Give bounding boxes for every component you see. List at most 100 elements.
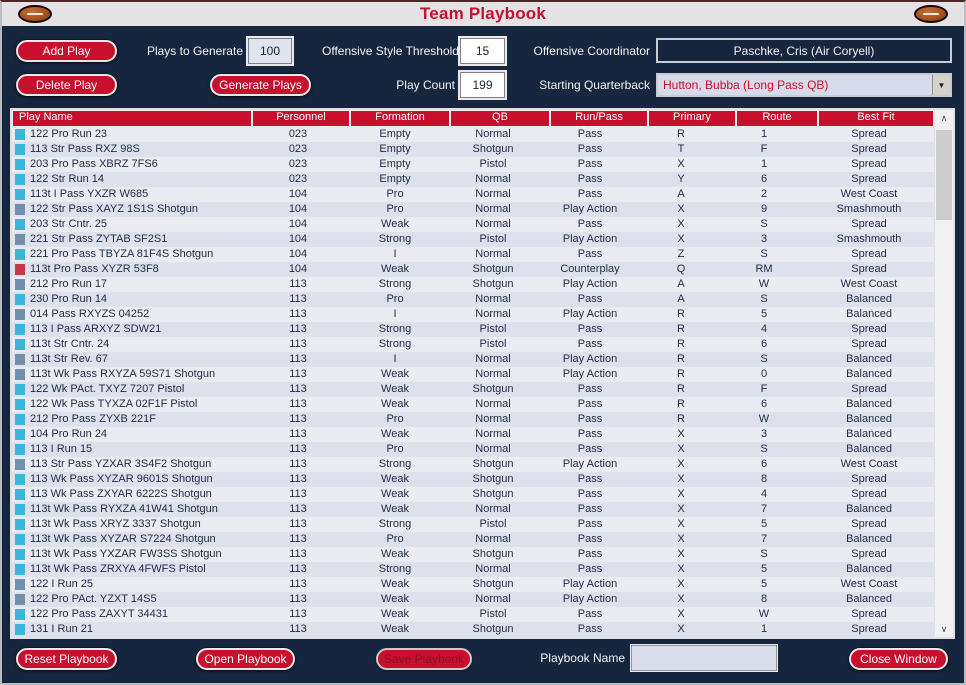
cell-qb: Shotgun xyxy=(472,383,514,395)
table-row[interactable]: 122 Pro Run 23 023 Empty Normal Pass R 1 Spread xyxy=(12,127,934,142)
table-row[interactable]: 122 Pro Pass ZAXYT 34431 113 Weak Pistol Pas… xyxy=(12,607,934,622)
table-row[interactable]: 113t Wk Pass ZRXYA 4FWFS Pistol 113 Strong… xyxy=(12,562,934,577)
column-header-run-pass[interactable]: Run/Pass xyxy=(551,111,647,126)
scrollbar-thumb[interactable] xyxy=(936,130,952,220)
table-row[interactable]: 221 Str Pass ZYTAB SF2S1 104 Strong Pistol P… xyxy=(12,232,934,247)
column-header-best-fit[interactable]: Best Fit xyxy=(819,111,933,126)
play-type-marker-icon xyxy=(15,429,25,440)
cell-best-fit: West Coast xyxy=(840,458,898,470)
offensive-coordinator-field: Paschke, Cris (Air Coryell) xyxy=(656,38,952,63)
starting-quarterback-dropdown[interactable]: Hutton, Bubba (Long Pass QB) ▼ xyxy=(656,73,952,97)
reset-playbook-button[interactable]: Reset Playbook xyxy=(16,648,117,670)
save-playbook-button[interactable]: Save Playbook xyxy=(376,648,472,670)
playbook-name-input[interactable] xyxy=(631,645,777,671)
table-row[interactable]: 113 Wk Pass ZXYAR 6222S Shotgun 113 Weak Sh… xyxy=(12,487,934,502)
plays-table: Play Name Personnel Formation QB Run/Pas… xyxy=(10,108,955,639)
cell-personnel: 113 xyxy=(289,308,307,320)
cell-primary: A xyxy=(677,278,685,290)
table-row[interactable]: 113 Str Pass YZXAR 3S4F2 Shotgun 113 Stron… xyxy=(12,457,934,472)
play-type-marker-icon xyxy=(15,624,25,635)
cell-run-pass: Counterplay xyxy=(560,263,620,275)
table-row[interactable]: 113 Wk Pass XYZAR 9601S Shotgun 113 Weak Sh… xyxy=(12,472,934,487)
cell-best-fit: Balanced xyxy=(846,353,892,365)
cell-run-pass: Pass xyxy=(577,563,603,575)
add-play-button[interactable]: Add Play xyxy=(16,40,117,62)
table-row[interactable]: 212 Pro Run 17 113 Strong Shotgun Play Actio… xyxy=(12,277,934,292)
cell-formation: Pro xyxy=(386,533,404,545)
cell-play-name: 221 Pro Pass TBYZA 81F4S Shotgun xyxy=(12,247,250,262)
play-type-marker-icon xyxy=(15,234,25,245)
cell-qb: Normal xyxy=(475,173,511,185)
table-row[interactable]: 122 Pro PAct. YZXT 14S5 113 Weak Normal Play… xyxy=(12,592,934,607)
cell-best-fit: Balanced xyxy=(846,443,892,455)
column-header-route[interactable]: Route xyxy=(737,111,817,126)
table-row[interactable]: 122 Wk Pass TYXZA 02F1F Pistol 113 Weak Nor… xyxy=(12,397,934,412)
table-row[interactable]: 113t Wk Pass RXYZA 59S71 Shotgun 113 Weak N… xyxy=(12,367,934,382)
table-row[interactable]: 014 Pass RXYZS 04252 113 I Normal Play Actio… xyxy=(12,307,934,322)
vertical-scrollbar[interactable]: ∧ ∨ xyxy=(934,110,953,637)
cell-qb: Normal xyxy=(475,353,511,365)
cell-best-fit: Spread xyxy=(851,158,887,170)
cell-play-name: 113t Wk Pass YXZAR FW3SS Shotgun xyxy=(12,547,250,562)
scrollbar-track[interactable] xyxy=(935,126,953,621)
cell-play-name: 122 Wk PAct. TXYZ 7207 Pistol xyxy=(12,382,250,397)
cell-primary: X xyxy=(677,428,685,440)
cell-formation: Weak xyxy=(381,428,409,440)
plays-to-generate-input[interactable] xyxy=(248,38,292,64)
cell-play-name: 113 I Run 15 xyxy=(12,442,250,457)
scroll-down-icon[interactable]: ∨ xyxy=(940,623,948,634)
table-row[interactable]: 113t I Pass YXZR W685 104 Pro Normal Pass A 2 W… xyxy=(12,187,934,202)
cell-formation: Weak xyxy=(381,383,409,395)
cell-qb: Normal xyxy=(475,203,511,215)
close-window-button[interactable]: Close Window xyxy=(849,648,948,670)
column-header-play-name[interactable]: Play Name xyxy=(13,111,251,126)
cell-run-pass: Play Action xyxy=(562,593,618,605)
column-header-qb[interactable]: QB xyxy=(451,111,549,126)
table-row[interactable]: 203 Pro Pass XBRZ 7FS6 023 Empty Pistol Pass… xyxy=(12,157,934,172)
cell-qb: Normal xyxy=(475,503,511,515)
cell-personnel: 113 xyxy=(289,323,307,335)
delete-play-button[interactable]: Delete Play xyxy=(16,74,117,96)
table-row[interactable]: 113 Str Pass RXZ 98S 023 Empty Shotgun Pass T… xyxy=(12,142,934,157)
table-row[interactable]: 113t Wk Pass YXZAR FW3SS Shotgun 113 Weak S… xyxy=(12,547,934,562)
column-header-primary[interactable]: Primary xyxy=(649,111,735,126)
table-row[interactable]: 113t Wk Pass XYZAR S7224 Shotgun 113 Pro No… xyxy=(12,532,934,547)
table-row[interactable]: 113t Wk Pass XRYZ 3337 Shotgun 113 Strong P… xyxy=(12,517,934,532)
cell-route: W xyxy=(758,413,770,425)
column-header-formation[interactable]: Formation xyxy=(351,111,449,126)
play-type-marker-icon xyxy=(15,219,25,230)
table-row[interactable]: 122 I Run 25 113 Weak Shotgun Play Action X 5 W… xyxy=(12,577,934,592)
table-row[interactable]: 122 Str Run 14 023 Empty Normal Pass Y 6 Spread xyxy=(12,172,934,187)
open-playbook-button[interactable]: Open Playbook xyxy=(196,648,295,670)
table-row[interactable]: 113t Wk Pass RYXZA 41W41 Shotgun 113 Weak N… xyxy=(12,502,934,517)
cell-formation: Strong xyxy=(378,518,412,530)
table-row[interactable]: 221 Pro Pass TBYZA 81F4S Shotgun 104 I Norm… xyxy=(12,247,934,262)
table-row[interactable]: 230 Pro Run 14 113 Pro Normal Pass A S Balanced xyxy=(12,292,934,307)
table-row[interactable]: 122 Wk PAct. TXYZ 7207 Pistol 113 Weak Shot… xyxy=(12,382,934,397)
chevron-down-icon[interactable]: ▼ xyxy=(932,75,950,95)
cell-personnel: 113 xyxy=(289,383,307,395)
cell-formation: I xyxy=(393,248,397,260)
generate-plays-button[interactable]: Generate Plays xyxy=(210,74,311,96)
table-row[interactable]: 104 Pro Run 24 113 Weak Normal Pass X 3 Balance… xyxy=(12,427,934,442)
table-row[interactable]: 212 Pro Pass ZYXB 221F 113 Pro Normal Pass R W… xyxy=(12,412,934,427)
table-row[interactable]: 113t Str Cntr. 24 113 Strong Pistol Pass R 6 Sp… xyxy=(12,337,934,352)
cell-best-fit: Spread xyxy=(851,383,887,395)
cell-primary: R xyxy=(677,413,685,425)
cell-play-name: 203 Pro Pass XBRZ 7FS6 xyxy=(12,157,250,172)
cell-personnel: 113 xyxy=(289,413,307,425)
table-row[interactable]: 113 I Run 15 113 Pro Normal Pass X S Balanced xyxy=(12,442,934,457)
table-row[interactable]: 113t Pro Pass XYZR 53F8 104 Weak Shotgun Cou… xyxy=(12,262,934,277)
play-count-input[interactable] xyxy=(460,72,505,98)
table-row[interactable]: 113t Str Rev. 67 113 I Normal Play Action R S B… xyxy=(12,352,934,367)
table-row[interactable]: 113 I Pass ARXYZ SDW21 113 Strong Pistol Pas… xyxy=(12,322,934,337)
play-type-marker-icon xyxy=(15,384,25,395)
table-row[interactable]: 203 Str Cntr. 25 104 Weak Normal Pass X S Sprea… xyxy=(12,217,934,232)
scroll-up-icon[interactable]: ∧ xyxy=(940,112,948,123)
table-row[interactable]: 131 I Run 21 113 Weak Shotgun Pass X 1 Spread xyxy=(12,622,934,637)
cell-personnel: 023 xyxy=(288,128,308,140)
cell-run-pass: Pass xyxy=(577,248,603,260)
column-header-personnel[interactable]: Personnel xyxy=(253,111,349,126)
offensive-style-threshold-input[interactable] xyxy=(460,38,505,64)
table-row[interactable]: 122 Str Pass XAYZ 1S1S Shotgun 104 Pro Norm… xyxy=(12,202,934,217)
